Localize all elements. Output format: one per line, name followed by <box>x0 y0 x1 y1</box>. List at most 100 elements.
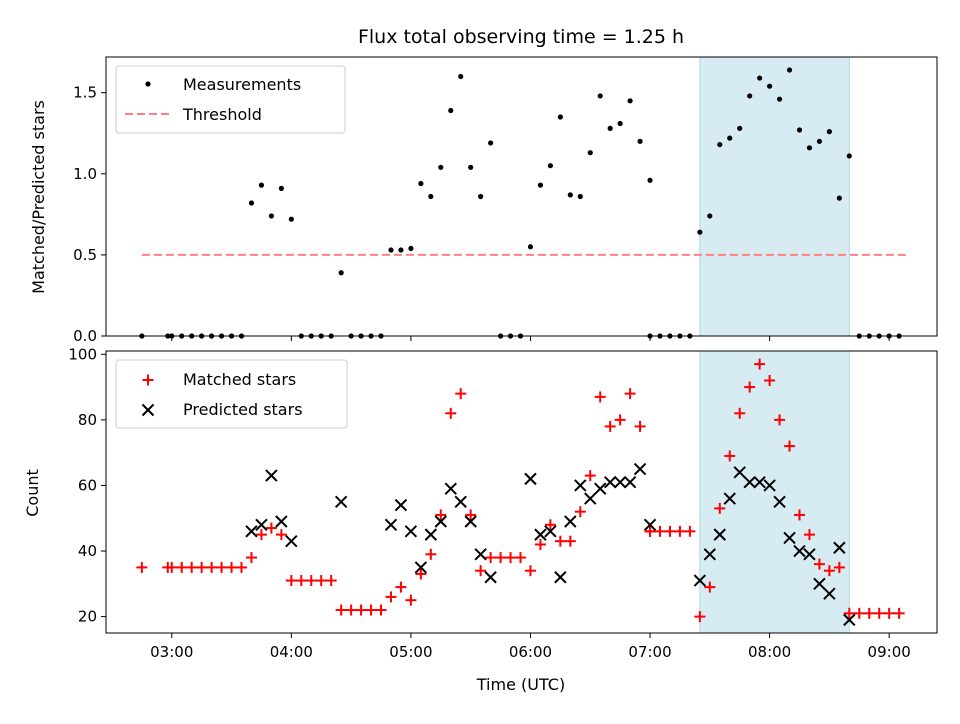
top-y-ticks: 0.0 0.5 1.0 1.5 <box>73 84 106 345</box>
matched-point <box>614 414 626 426</box>
predicted-point <box>623 475 637 489</box>
measurement-point <box>338 270 344 276</box>
matched-point <box>574 506 586 518</box>
matched-point <box>744 381 756 393</box>
matched-point <box>584 470 596 482</box>
predicted-point-b <box>763 479 776 492</box>
matched-point <box>206 561 218 573</box>
legend-predicted-marker <box>141 403 155 417</box>
legend-measurements-marker <box>145 81 151 87</box>
legend-threshold-label: Threshold <box>182 105 262 124</box>
top-axes-frame <box>105 56 938 337</box>
matched-point <box>385 591 397 603</box>
predicted-point <box>833 541 846 554</box>
predicted-point <box>255 518 268 531</box>
predicted-point <box>524 472 537 486</box>
predicted-point <box>723 492 736 505</box>
matched-stars-points <box>136 358 905 623</box>
measurement-point <box>557 114 563 120</box>
predicted-point-b <box>813 577 826 591</box>
predicted-point-b <box>394 498 408 512</box>
predicted-point-b <box>544 525 557 538</box>
measurement-point <box>547 163 553 169</box>
top-legend: Measurements Threshold <box>115 65 346 134</box>
predicted-point-b <box>713 528 726 541</box>
predicted-point-b <box>633 462 647 476</box>
measurement-point <box>786 67 793 73</box>
predicted-point-b <box>733 466 746 479</box>
matched-point <box>544 519 556 531</box>
predicted-point <box>285 534 298 548</box>
y-tick-label: 20 <box>78 608 97 626</box>
measurement-point <box>597 93 603 99</box>
matched-point <box>823 565 835 577</box>
legend-matched-label: Matched stars <box>183 370 296 389</box>
predicted-point-b <box>603 475 617 489</box>
predicted-point-b <box>803 548 816 561</box>
matched-point <box>395 581 407 593</box>
predicted-point <box>454 495 467 509</box>
bottom-y-axis-label: Count <box>23 469 42 517</box>
matched-point <box>405 594 417 606</box>
matched-point <box>793 509 805 521</box>
predicted-point-b <box>464 515 477 528</box>
measurement-point <box>637 138 643 144</box>
measurement-point <box>617 120 623 127</box>
predicted-point-b <box>265 469 278 482</box>
x-tick-label: 09:00 <box>868 643 911 661</box>
predicted-point-b <box>793 544 806 558</box>
matched-point <box>415 568 427 580</box>
predicted-point-b <box>833 541 846 554</box>
measurement-point <box>458 73 464 80</box>
predicted-point <box>444 482 457 495</box>
predicted-point-b <box>454 495 467 509</box>
measurement-point <box>398 247 404 253</box>
top-y-axis-label: Matched/Predicted stars <box>29 100 48 294</box>
measurement-point <box>757 75 763 81</box>
predicted-point-b <box>414 561 428 574</box>
predicted-point-b <box>574 479 587 492</box>
predicted-point-b <box>594 482 607 495</box>
matched-point <box>634 420 646 432</box>
predicted-point <box>474 548 487 561</box>
predicted-point-b <box>275 515 288 528</box>
matched-point <box>176 561 188 573</box>
matched-point <box>365 604 377 616</box>
predicted-point-b <box>743 475 756 489</box>
measurement-point <box>438 164 444 170</box>
matched-point <box>784 440 796 452</box>
predicted-point <box>743 475 756 489</box>
matched-point <box>843 607 855 619</box>
matched-point <box>335 604 347 616</box>
measurement-point <box>288 216 294 222</box>
predicted-point-b <box>474 548 487 561</box>
matched-point <box>813 558 825 570</box>
predicted-point <box>703 548 717 561</box>
bottom-x-ticks: 03:00 04:00 05:00 06:00 07:00 08:00 09:00 <box>150 633 911 661</box>
top-legend-box <box>115 65 346 134</box>
predicted-point <box>384 518 398 531</box>
matched-point <box>764 375 776 387</box>
predicted-point-b <box>444 482 457 495</box>
predicted-point-b <box>245 525 258 538</box>
measurement-points <box>139 67 902 339</box>
matched-point <box>754 358 766 370</box>
predicted-point <box>564 515 577 528</box>
matched-point <box>475 565 487 577</box>
measurement-point <box>836 195 842 201</box>
predicted-point <box>534 528 547 541</box>
measurement-point <box>388 247 394 253</box>
measurement-point <box>248 200 255 206</box>
matched-point <box>644 525 656 537</box>
measurement-point <box>468 164 474 170</box>
predicted-point-b <box>434 515 447 528</box>
measurement-point <box>587 150 593 156</box>
matched-point <box>893 607 905 619</box>
matched-point <box>564 535 576 547</box>
matched-point <box>255 529 267 541</box>
matched-point <box>136 561 148 573</box>
measurement-point <box>747 93 753 99</box>
predicted-point-b <box>424 528 438 541</box>
measurement-point <box>806 145 813 151</box>
measurement-point <box>418 180 424 187</box>
